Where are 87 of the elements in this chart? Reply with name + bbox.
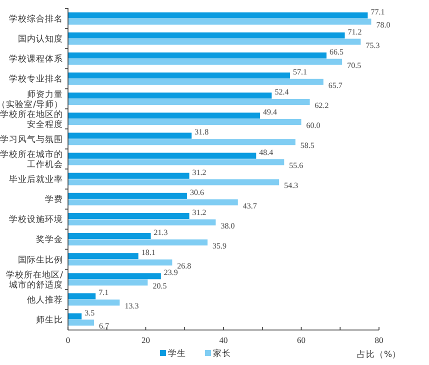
bar: [68, 132, 192, 139]
data-label: 20.5: [152, 282, 167, 291]
data-label: 31.2: [192, 208, 206, 217]
y-tick-label: 他人推荐: [27, 294, 63, 306]
bar: [68, 179, 280, 186]
bar: [68, 293, 96, 300]
data-label: 66.5: [330, 47, 344, 56]
y-tick-label: 学校综合排名: [9, 14, 63, 25]
bar: [68, 38, 361, 45]
bar: [68, 280, 148, 286]
y-tick-label: 学校所在城市的工作机会: [0, 148, 63, 170]
y-tick-label: 学校所在地区的安全程度: [0, 108, 63, 130]
bar: [68, 320, 94, 326]
data-label: 57.1: [292, 68, 307, 77]
bar: [68, 18, 372, 25]
y-tick-label: 学校设施环境: [9, 214, 63, 226]
data-label: 38.0: [220, 221, 235, 230]
data-label: 23.9: [164, 268, 178, 278]
bar: [68, 219, 216, 226]
data-label: 60.0: [306, 121, 320, 130]
data-label: 49.4: [263, 108, 278, 117]
y-tick-label: 毕业后就业率: [9, 174, 63, 186]
y-tick-label: 学习风气与氛围: [0, 134, 63, 145]
x-tick-label: 40: [219, 335, 228, 345]
data-label: 55.6: [289, 161, 304, 170]
bar: [68, 98, 310, 105]
bar: [68, 58, 342, 65]
legend-label: 家长: [213, 348, 231, 359]
bar: [68, 300, 120, 306]
bar: [68, 78, 324, 85]
data-label: 52.4: [274, 88, 289, 97]
bar: [68, 152, 256, 159]
data-label: 13.3: [124, 302, 139, 311]
data-label: 77.1: [370, 7, 385, 16]
bar: [68, 112, 260, 119]
bar: [68, 239, 208, 246]
bar: [68, 233, 151, 240]
data-label: 58.5: [300, 141, 314, 150]
data-label: 18.1: [141, 248, 156, 258]
y-tick-label: 学校课程体系: [9, 54, 63, 65]
y-tick-label: 学校所在地区/城市的舒适度: [6, 269, 64, 290]
y-tick-label: 奖学金: [36, 234, 63, 246]
y-tick-label: 学校专业排名: [9, 74, 63, 85]
data-label: 70.5: [347, 60, 362, 70]
bar: [68, 253, 138, 260]
data-label: 31.8: [194, 128, 209, 137]
bar: [68, 273, 161, 280]
bar: [68, 212, 190, 219]
bar: [68, 192, 187, 199]
bar: [68, 313, 82, 320]
data-label: 35.9: [212, 241, 227, 250]
data-label: 31.2: [192, 168, 206, 177]
data-label: 7.1: [98, 288, 109, 298]
data-label: 3.5: [84, 308, 95, 318]
data-label: 62.2: [314, 100, 329, 110]
legend-label: 学生: [168, 348, 186, 359]
data-label: 54.3: [284, 181, 298, 190]
data-label: 65.7: [328, 80, 342, 90]
bar: [68, 119, 302, 126]
x-axis-title: 占比（%）: [356, 349, 402, 360]
x-tick-label: 60: [297, 335, 306, 345]
x-tick-label: 80: [374, 335, 384, 345]
data-label: 78.0: [376, 20, 390, 30]
y-tick-label: 国内认知度: [18, 34, 63, 45]
bar: [68, 92, 272, 99]
data-label: 75.3: [366, 40, 380, 50]
y-tick-label: 师生比: [36, 314, 63, 326]
data-label: 26.8: [177, 261, 192, 270]
bar: [68, 139, 296, 146]
bar: [68, 12, 368, 18]
y-tick-label: 国际生比例: [18, 254, 63, 266]
bar: [68, 172, 190, 179]
bar: [68, 52, 327, 58]
x-tick-label: 20: [142, 335, 150, 345]
bar: [68, 32, 345, 38]
y-tick-label: 学费: [45, 194, 63, 206]
bar: [68, 259, 172, 266]
data-label: 30.6: [190, 188, 204, 197]
bar: [68, 159, 284, 166]
data-label: 43.7: [242, 201, 257, 210]
data-label: 48.4: [259, 148, 274, 157]
data-label: 21.3: [154, 228, 168, 238]
x-tick-label: 0: [66, 335, 70, 345]
bar: [68, 72, 290, 79]
y-tick-label: 师资力量（实验室/导师）: [0, 88, 63, 110]
bar: [68, 199, 238, 206]
data-label: 71.2: [348, 27, 362, 36]
